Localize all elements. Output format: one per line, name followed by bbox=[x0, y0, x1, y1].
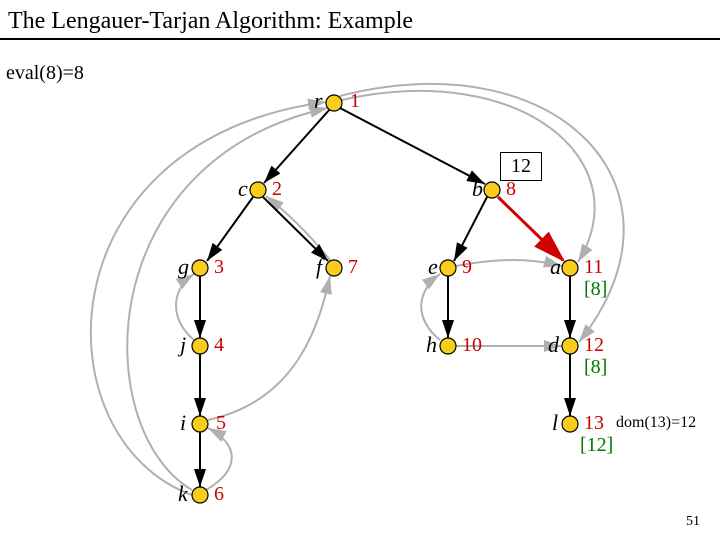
num-h: 10 bbox=[462, 334, 482, 357]
node-c bbox=[250, 182, 266, 198]
slide-number: 51 bbox=[686, 514, 700, 530]
edge-r-c bbox=[264, 109, 330, 183]
num-d: 12 bbox=[584, 334, 604, 357]
num-a: 11 bbox=[584, 256, 603, 279]
node-k bbox=[192, 487, 208, 503]
node-g bbox=[192, 260, 208, 276]
edge-i-f bbox=[208, 276, 330, 420]
num-k: 6 bbox=[214, 483, 224, 506]
edge-r-d bbox=[340, 84, 624, 342]
label-a: a bbox=[550, 254, 561, 280]
label-f: f bbox=[316, 254, 322, 280]
node-e bbox=[440, 260, 456, 276]
label-g: g bbox=[178, 254, 189, 280]
edge-c-g bbox=[207, 197, 253, 261]
num-c: 2 bbox=[272, 178, 282, 201]
label-k: k bbox=[178, 481, 188, 507]
bracket-a: [8] bbox=[584, 278, 607, 301]
label-j: j bbox=[180, 332, 186, 358]
num-r: 1 bbox=[350, 90, 360, 113]
node-j bbox=[192, 338, 208, 354]
label-i: i bbox=[180, 410, 186, 436]
edge-c-f bbox=[263, 197, 328, 261]
num-l: 13 bbox=[584, 412, 604, 435]
edge-h-e-back bbox=[421, 274, 440, 340]
num-b: 8 bbox=[506, 178, 516, 201]
edge-left-outer bbox=[91, 102, 326, 495]
num-f: 7 bbox=[348, 256, 358, 279]
label-d: d bbox=[548, 332, 559, 358]
node-h bbox=[440, 338, 456, 354]
node-a bbox=[562, 260, 578, 276]
label-r: r bbox=[314, 88, 323, 114]
num-i: 5 bbox=[216, 412, 226, 435]
bracket-l: [12] bbox=[580, 434, 613, 457]
label-e: e bbox=[428, 254, 438, 280]
num-g: 3 bbox=[214, 256, 224, 279]
num-j: 4 bbox=[214, 334, 224, 357]
edge-left-inner bbox=[127, 108, 328, 490]
edge-j-g bbox=[176, 274, 194, 340]
node-r bbox=[326, 95, 342, 111]
label-c: c bbox=[238, 176, 248, 202]
dom-note: dom(13)=12 bbox=[616, 414, 696, 432]
label-l: l bbox=[552, 410, 558, 436]
box-12: 12 bbox=[500, 152, 542, 181]
edge-k-i bbox=[206, 428, 232, 490]
node-d bbox=[562, 338, 578, 354]
graph-canvas bbox=[0, 0, 720, 540]
edge-b-a-red bbox=[498, 197, 563, 260]
edge-r-b bbox=[340, 108, 485, 184]
node-b bbox=[484, 182, 500, 198]
label-h: h bbox=[426, 332, 437, 358]
bracket-d: [8] bbox=[584, 356, 607, 379]
node-l bbox=[562, 416, 578, 432]
node-f bbox=[326, 260, 342, 276]
label-b: b bbox=[472, 176, 483, 202]
node-i bbox=[192, 416, 208, 432]
edge-b-e bbox=[454, 197, 487, 261]
num-e: 9 bbox=[462, 256, 472, 279]
edge-f-c-gray bbox=[266, 196, 330, 260]
slide: The Lengauer-Tarjan Algorithm: Example e… bbox=[0, 0, 720, 540]
